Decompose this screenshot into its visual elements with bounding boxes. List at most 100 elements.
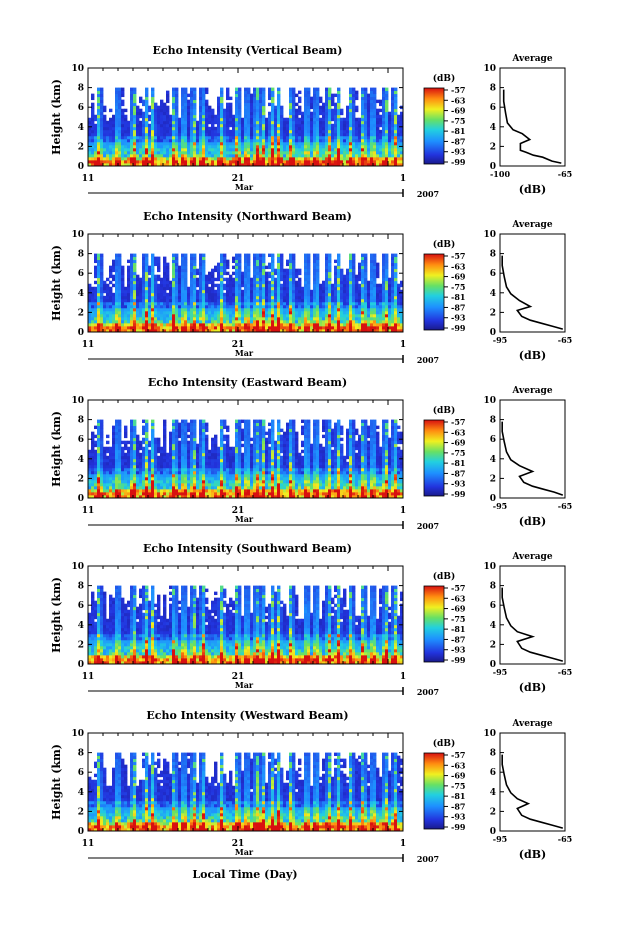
heatmap-cell (400, 280, 404, 285)
heatmap-cell (277, 322, 281, 327)
heatmap-cell (121, 117, 125, 122)
heatmap-image (88, 87, 404, 167)
heatmap-cell (280, 159, 284, 164)
heatmap-cell (229, 286, 233, 291)
heatmap-cell (343, 316, 347, 321)
heatmap-cell (235, 259, 239, 264)
heatmap-cell (364, 90, 368, 95)
heatmap-cell (316, 319, 320, 324)
heatmap-cell (202, 141, 206, 146)
heatmap-cell (325, 301, 329, 306)
heatmap-cell (385, 295, 389, 300)
heatmap-cell (247, 265, 251, 270)
heatmap-cell (223, 268, 227, 273)
heatmap-cell (142, 129, 146, 134)
heatmap-cell (208, 277, 212, 282)
heatmap-cell (154, 262, 158, 267)
heatmap-cell (331, 310, 335, 315)
heatmap-cell (337, 114, 341, 119)
heatmap-cell (259, 268, 263, 273)
heatmap-cell (292, 96, 296, 101)
heatmap-cell (397, 310, 401, 315)
heatmap-cell (118, 256, 122, 261)
heatmap-cell (172, 117, 176, 122)
heatmap-cell (322, 283, 326, 288)
heatmap-cell (355, 162, 359, 167)
heatmap-cell (283, 129, 287, 134)
heatmap-cell (343, 150, 347, 155)
heatmap-cell (352, 120, 356, 125)
heatmap-cell (184, 159, 188, 164)
heatmap-cell (331, 117, 335, 122)
heatmap-cell (190, 117, 194, 122)
heatmap-cell (370, 313, 374, 318)
heatmap-cell (142, 322, 146, 327)
heatmap-cell (94, 147, 98, 152)
heatmap-cell (127, 144, 131, 149)
heatmap-cell (91, 144, 95, 149)
heatmap-cell (265, 265, 269, 270)
heatmap-cell (157, 301, 161, 306)
heatmap-cell (127, 310, 131, 315)
heatmap-cell (346, 271, 350, 276)
heatmap-cell (316, 90, 320, 95)
heatmap-cell (301, 162, 305, 167)
heatmap-cell (193, 123, 197, 128)
heatmap-cell (334, 162, 338, 167)
heatmap-cell (175, 135, 179, 140)
heatmap-cell (289, 262, 293, 267)
heatmap-cell (184, 144, 188, 149)
heatmap-cell (157, 153, 161, 158)
heatmap-cell (211, 298, 215, 303)
heatmap-cell (199, 144, 203, 149)
heatmap-cell (352, 280, 356, 285)
heatmap-cell (199, 256, 203, 261)
heatmap-cell (325, 123, 329, 128)
heatmap-cell (184, 280, 188, 285)
heatmap-cell (331, 307, 335, 312)
heatmap-cell (226, 280, 230, 285)
heatmap-cell (328, 316, 332, 321)
heatmap-cell (304, 262, 308, 267)
heatmap-cell (313, 298, 317, 303)
heatmap-cell (394, 289, 398, 294)
heatmap-cell (274, 123, 278, 128)
heatmap-cell (310, 162, 314, 167)
heatmap-cell (136, 126, 140, 131)
heatmap-cell (250, 295, 254, 300)
heatmap-cell (145, 274, 149, 279)
heatmap-cell (184, 138, 188, 143)
heatmap-cell (166, 147, 170, 152)
heatmap-cell (97, 301, 101, 306)
heatmap-cell (166, 156, 170, 161)
heatmap-cell (265, 132, 269, 137)
heatmap-cell (253, 274, 257, 279)
heatmap-cell (103, 313, 107, 318)
heatmap-cell (202, 153, 206, 158)
heatmap-cell (238, 162, 242, 167)
heatmap-cell (391, 265, 395, 270)
heatmap-cell (220, 328, 224, 333)
heatmap-cell (325, 108, 329, 113)
heatmap-cell (400, 301, 404, 306)
heatmap-cell (115, 153, 119, 158)
heatmap-cell (373, 159, 377, 164)
heatmap-cell (256, 162, 260, 167)
heatmap-cell (382, 313, 386, 318)
heatmap-cell (349, 132, 353, 137)
heatmap-cell (235, 111, 239, 116)
heatmap-cell (217, 289, 221, 294)
heatmap-cell (370, 147, 374, 152)
heatmap-cell (172, 253, 176, 258)
heatmap-cell (349, 159, 353, 164)
average-y-tick-label: 2 (490, 142, 496, 152)
heatmap-cell (331, 162, 335, 167)
heatmap-cell (346, 277, 350, 282)
heatmap-cell (379, 289, 383, 294)
heatmap-cell (184, 325, 188, 330)
heatmap-cell (259, 150, 263, 155)
heatmap-cell (274, 307, 278, 312)
heatmap-cell (397, 141, 401, 146)
heatmap-cell (328, 114, 332, 119)
